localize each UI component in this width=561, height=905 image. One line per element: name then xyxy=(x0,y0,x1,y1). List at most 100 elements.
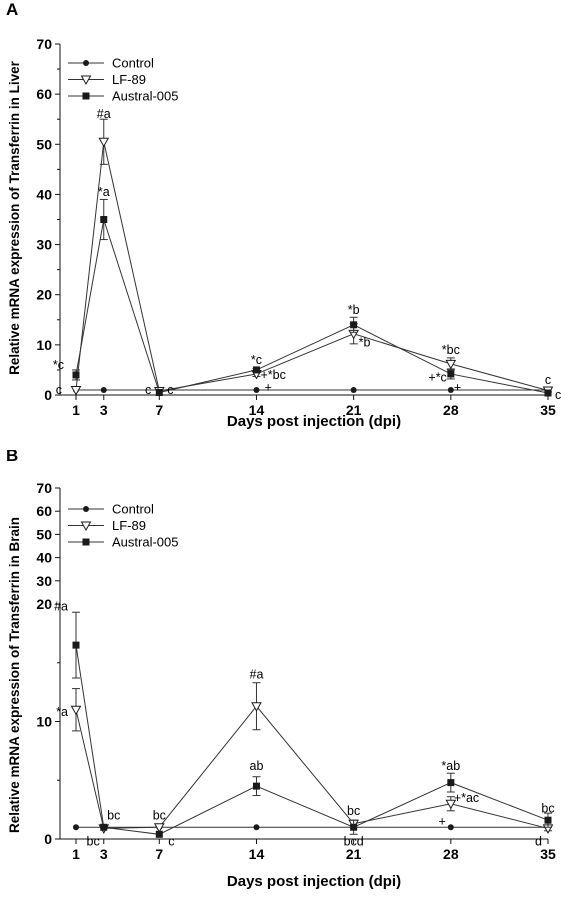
austral-005-point xyxy=(350,321,358,329)
legend-marker-control xyxy=(83,60,89,66)
austral-005-point xyxy=(350,823,358,831)
austral-005-point xyxy=(447,779,455,787)
y-tick-label: 10 xyxy=(36,714,52,730)
significance-label: c xyxy=(145,383,151,397)
legend-marker-lf-89 xyxy=(80,521,92,532)
control-point xyxy=(100,386,107,393)
austral-005-point xyxy=(252,782,260,790)
legend-label-control: Control xyxy=(112,502,154,517)
y-tick-label: 30 xyxy=(36,237,52,253)
austral-005-point xyxy=(100,216,108,223)
control-point xyxy=(253,386,260,393)
significance-label: c xyxy=(555,388,561,402)
legend-label-austral-005: Austral-005 xyxy=(112,535,178,550)
series-lf-89 xyxy=(70,682,554,834)
significance-label: ab xyxy=(250,759,264,773)
lf-89-point xyxy=(445,359,457,370)
legend-label-austral-005: Austral-005 xyxy=(112,89,178,104)
x-tick-label: 28 xyxy=(443,846,459,862)
legend-marker-lf-89 xyxy=(80,75,92,86)
lf-89-point xyxy=(153,823,165,833)
y-axis-label: Relative mRNA expression of Transferrin … xyxy=(7,60,22,375)
significance-label: *c xyxy=(53,358,64,372)
x-tick-label: 14 xyxy=(249,846,265,862)
legend-label-lf-89: LF-89 xyxy=(112,518,146,533)
y-tick-label: 60 xyxy=(36,86,52,102)
y-tick-label: 0 xyxy=(44,831,52,847)
significance-label: *bc xyxy=(442,343,460,357)
x-tick-label: 1 xyxy=(72,846,80,862)
legend-label-control: Control xyxy=(112,56,154,71)
x-tick-label: 28 xyxy=(443,402,459,418)
austral-005-point xyxy=(252,366,260,374)
austral-005-point xyxy=(447,370,455,378)
x-tick-label: 21 xyxy=(346,846,362,862)
y-tick-label: 70 xyxy=(36,480,52,496)
significance-label: bc xyxy=(107,809,120,823)
significance-label: c xyxy=(167,383,173,397)
x-tick-label: 14 xyxy=(249,402,265,418)
lf-89-point xyxy=(445,799,457,810)
lf-89-point xyxy=(251,702,262,712)
legend-label-lf-89: LF-89 xyxy=(112,72,146,87)
significance-label: c xyxy=(168,834,174,848)
significance-label: bc xyxy=(153,809,166,823)
significance-label: #a xyxy=(250,668,264,682)
series-austral-005 xyxy=(72,611,552,838)
x-tick-label: 7 xyxy=(155,846,163,862)
x-axis-label: Days post injection (dpi) xyxy=(227,413,401,430)
significance-label: +*bc xyxy=(260,368,285,382)
x-tick-label: 21 xyxy=(346,402,362,418)
control-point xyxy=(73,824,79,831)
austral-005-line xyxy=(75,219,549,394)
lf-89-point xyxy=(98,137,110,148)
significance-label: bc xyxy=(347,804,360,818)
significance-label: #a xyxy=(97,107,111,121)
y-tick-label: 20 xyxy=(36,596,52,612)
austral-005-point xyxy=(155,830,163,838)
y-tick-label: 70 xyxy=(36,36,52,52)
significance-label: *a xyxy=(98,185,110,199)
significance-label: d xyxy=(535,834,542,848)
significance-label: bcd xyxy=(344,834,364,848)
significance-label: *b xyxy=(359,335,371,349)
y-axis-label: Relative mRNA expression of Transferrin … xyxy=(7,517,22,833)
significance-label: *b xyxy=(348,303,360,317)
significance-label: bc xyxy=(541,801,554,815)
y-tick-label: 50 xyxy=(36,136,52,152)
legend-marker-austral-005 xyxy=(82,92,90,100)
series-austral-005 xyxy=(72,198,552,397)
significance-label: *a xyxy=(56,705,68,719)
liver-transferrin-chart: A 0 10 20 30 40 50 60 70 1 3 7 14 21 28 35 Relative mRNA… xyxy=(6,0,561,430)
panel-label: A xyxy=(6,0,18,19)
legend-marker-control xyxy=(83,506,89,512)
austral-005-point xyxy=(100,823,108,831)
legend-marker-austral-005 xyxy=(82,538,90,546)
y-tick-label: 30 xyxy=(36,573,52,589)
x-axis-label: Days post injection (dpi) xyxy=(227,873,401,890)
significance-label: + xyxy=(264,380,271,394)
significance-label: *c xyxy=(251,353,262,367)
brain-transferrin-chart: B 0 10 20 30 40 50 60 70 1 3 7 14 21 28 35 Relative mRNA… xyxy=(6,450,556,890)
x-tick-label: 3 xyxy=(100,846,108,862)
control-point xyxy=(350,386,357,393)
y-tick-label: 40 xyxy=(36,186,52,202)
significance-label: #a xyxy=(54,599,68,613)
austral-005-point xyxy=(72,641,80,649)
austral-005-point xyxy=(72,371,80,379)
significance-label: + xyxy=(454,380,461,394)
significance-label: *ab xyxy=(441,759,460,773)
lf-89-point xyxy=(70,385,82,396)
significance-label: c xyxy=(56,383,62,397)
x-tick-label: 1 xyxy=(72,402,80,418)
significance-label: + xyxy=(439,814,446,828)
series-lf-89 xyxy=(70,118,554,397)
control-point xyxy=(447,824,454,831)
panel-label: B xyxy=(6,450,18,465)
y-tick-label: 60 xyxy=(36,503,52,519)
lf-89-point xyxy=(70,705,82,716)
y-tick-label: 10 xyxy=(36,337,52,353)
y-tick-label: 50 xyxy=(36,526,52,542)
